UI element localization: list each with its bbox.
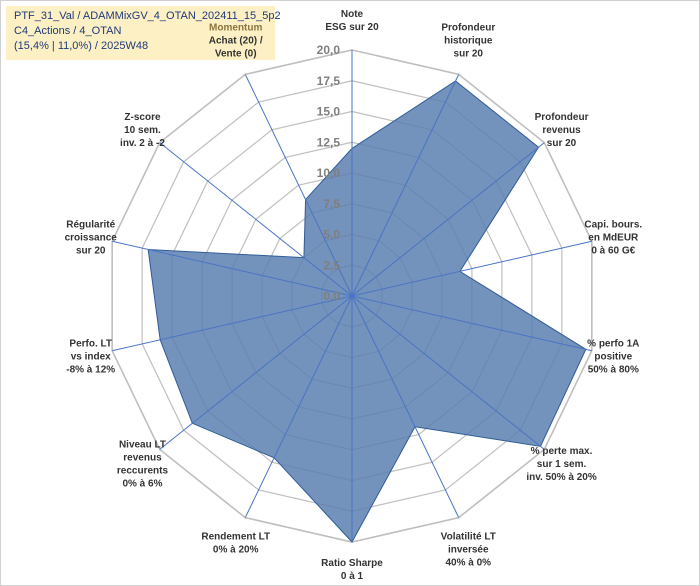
axis-label-line: Capi. bours. — [584, 219, 642, 230]
radar-axis-labels: Note ESG sur 20 Profondeur historique sur 20… — [65, 9, 643, 582]
series-area — [147, 80, 587, 543]
axis-spoke — [159, 295, 353, 450]
tick-label: 5,0 — [323, 228, 340, 242]
axis-label-line: revenus — [542, 125, 581, 136]
axis-spoke — [351, 295, 545, 450]
axis-spoke — [351, 74, 460, 297]
axis-label-line: positive — [594, 352, 632, 363]
axis-spoke — [112, 295, 353, 352]
axis-spoke — [112, 240, 353, 297]
axis-label: Ratio Sharpe 0 à 1 — [321, 558, 383, 582]
axis-label-line: Momentum — [209, 23, 262, 34]
axis-label-line: revenus — [123, 453, 162, 464]
radar-tick-labels: 0,0 2,5 5,0 7,5 10,0 12,5 15,0 17,5 20,0 — [317, 43, 341, 303]
header-line-category: C4_Actions / 4_OTAN — [14, 25, 122, 37]
axis-label-line: historique — [444, 36, 493, 47]
header-line-stats: (15,4% | 11,0%) / 2025W48 — [14, 40, 149, 52]
axis-label: % perfo 1A positive 50% à 80% — [587, 339, 639, 376]
axis-label: Volatilité LT inversée 40% à 0% — [441, 531, 496, 568]
tick-label: 10,0 — [317, 166, 341, 180]
axis-label-line: ESG sur 20 — [325, 22, 379, 33]
axis-label-line: vs index — [71, 352, 111, 363]
tick-label: 7,5 — [323, 197, 340, 211]
radar-spokes — [112, 50, 592, 542]
axis-label-line: sur 20 — [76, 245, 106, 256]
axis-label-line: 0 à 1 — [341, 571, 364, 582]
axis-label-line: inv. 2 à -2 — [120, 138, 165, 149]
tick-label: 17,5 — [317, 74, 341, 88]
axis-label-line: Vente (0) — [215, 49, 257, 60]
axis-spoke — [351, 142, 545, 297]
axis-label: Régularité croissance sur 20 — [65, 219, 118, 256]
axis-label-line: en MdEUR — [588, 232, 639, 243]
axis-spoke — [351, 295, 592, 352]
axis-label-line: Achat (20) / — [209, 36, 263, 47]
axis-label-line: reccurents — [117, 466, 169, 477]
axis-label-line: 50% à 80% — [588, 365, 639, 376]
axis-label-line: Ratio Sharpe — [321, 558, 383, 569]
axis-spoke — [244, 74, 353, 297]
axis-label-line: sur 20 — [454, 49, 484, 60]
axis-label-line: sur 20 — [547, 138, 577, 149]
axis-label: Profondeur revenus sur 20 — [535, 112, 589, 149]
axis-label: Perfo. LT vs index -8% à 12% — [66, 339, 115, 376]
axis-label-line: Rendement LT — [201, 531, 270, 542]
axis-label-line: inv. 50% à 20% — [526, 472, 597, 483]
axis-label: Niveau LT revenus reccurents 0% à 6% — [117, 440, 169, 490]
header-line-portfolio: PTF_31_Val / ADAMMixGV_4_OTAN_202411_15_… — [14, 10, 281, 22]
axis-label-line: Niveau LT — [119, 440, 166, 451]
axis-label-line: Note — [341, 9, 364, 20]
axis-label-line: 0% à 6% — [122, 479, 162, 490]
radar-series — [147, 80, 587, 543]
tick-label: 15,0 — [317, 105, 341, 119]
axis-label: Momentum Achat (20) / Vente (0) — [209, 23, 263, 60]
axis-label-line: 10 sem. — [124, 125, 161, 136]
tick-label: 12,5 — [317, 135, 341, 149]
axis-label: Profondeur historique sur 20 — [441, 23, 495, 60]
axis-spoke — [351, 295, 460, 518]
axis-label-line: croissance — [65, 232, 118, 243]
axis-label: Note ESG sur 20 — [325, 9, 379, 33]
axis-label-line: 40% à 0% — [445, 557, 491, 568]
tick-label: 0,0 — [323, 289, 340, 303]
axis-label: Rendement LT 0% à 20% — [201, 531, 270, 555]
axis-label: Z-score 10 sem. inv. 2 à -2 — [120, 112, 165, 149]
tick-label: 2,5 — [323, 258, 340, 272]
axis-label-line: % perte max. — [531, 446, 593, 457]
tick-label: 20,0 — [317, 43, 341, 57]
axis-label-line: Z-score — [124, 112, 161, 123]
axis-label: % perte max. sur 1 sem. inv. 50% à 20% — [526, 446, 597, 483]
axis-label: Capi. bours. en MdEUR 0 à 60 G€ — [584, 219, 642, 256]
axis-label-line: Perfo. LT — [69, 339, 112, 350]
chart-header: PTF_31_Val / ADAMMixGV_4_OTAN_202411_15_… — [6, 6, 281, 60]
axis-label-line: Régularité — [66, 219, 115, 230]
axis-label-line: sur 1 sem. — [537, 459, 587, 470]
axis-label-line: Profondeur — [535, 112, 589, 123]
axis-label-line: -8% à 12% — [66, 365, 115, 376]
axis-label-line: % perfo 1A — [587, 339, 639, 350]
axis-spoke — [159, 142, 353, 297]
axis-label-line: inversée — [448, 544, 489, 555]
axis-spoke — [351, 240, 592, 297]
axis-label-line: Profondeur — [441, 23, 495, 34]
axis-label-line: 0% à 20% — [213, 544, 259, 555]
axis-spoke — [244, 295, 353, 518]
axis-label-line: 0 à 60 G€ — [591, 245, 635, 256]
axis-label-line: Volatilité LT — [441, 531, 496, 542]
